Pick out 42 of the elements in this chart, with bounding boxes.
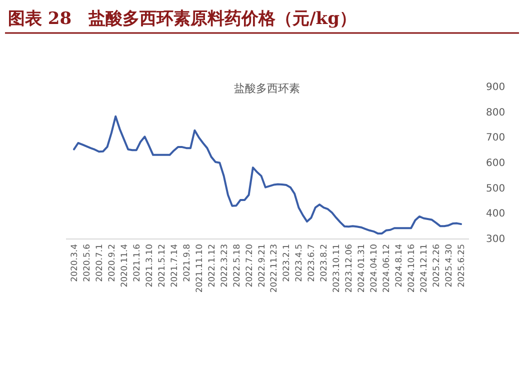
x-tick-label: 2025.4.30 (444, 244, 455, 288)
x-tick-label: 2020.11.4 (120, 244, 130, 288)
x-tick-label: 2022.1.12 (207, 244, 218, 288)
x-tick-label: 2023.12.06 (344, 244, 355, 293)
x-tick-label: 2024.8.14 (394, 244, 405, 288)
x-tick-label: 2024.01.31 (357, 244, 368, 293)
x-tick-label: 2023.8.2 (320, 244, 330, 282)
y-tick-label: 700 (486, 132, 506, 144)
x-tick-label: 2024.12.11 (420, 244, 430, 293)
y-tick-label: 300 (486, 234, 506, 245)
x-tick-label: 2021.1.6 (132, 244, 142, 282)
x-tick-label: 2024.06.12 (382, 244, 392, 293)
x-tick-label: 2020.3.4 (70, 244, 80, 282)
y-tick-label: 500 (486, 183, 506, 194)
x-tick-label: 2021.7.14 (170, 244, 180, 288)
x-tick-label: 2022.9.21 (257, 244, 268, 288)
chart-title: 图表 28 盐酸多西环素原料药价格（元/kg） (8, 9, 356, 29)
x-tick-label: 2021.3.10 (144, 244, 155, 288)
x-tick-label: 2022.5.18 (232, 244, 242, 288)
y-tick-label: 600 (486, 158, 506, 169)
x-tick-label: 2023.10.11 (332, 244, 342, 293)
x-tick-label: 2025.6.25 (457, 244, 467, 288)
line-series (73, 115, 462, 234)
x-tick-label: 2020.7.1 (94, 244, 105, 282)
x-tick-label: 2020.9.2 (107, 244, 118, 282)
x-tick-label: 2025.2.26 (432, 244, 442, 288)
y-tick-label: 900 (486, 82, 506, 93)
chart-subtitle: 盐酸多西环素 (234, 82, 300, 95)
x-tick-label: 2020.5.6 (82, 244, 92, 282)
x-tick-label: 2021.11.10 (194, 244, 205, 293)
x-tick-label: 2023.4.5 (294, 244, 305, 282)
x-tick-label: 2024.04.10 (370, 244, 380, 293)
x-tick-label: 2022.7.20 (244, 244, 255, 288)
x-tick-label: 2021.9.8 (182, 244, 192, 282)
x-tick-label: 2022.3.23 (220, 244, 230, 288)
x-tick-label: 2023.6.7 (307, 244, 318, 282)
x-tick-label: 2024.10.16 (407, 244, 418, 293)
y-tick-label: 400 (486, 208, 506, 220)
x-tick-label: 2022.11.23 (270, 244, 280, 293)
x-tick-label: 2023.2.1 (282, 244, 292, 282)
x-tick-label: 2021.5.12 (157, 244, 168, 288)
y-tick-label: 800 (486, 107, 506, 118)
